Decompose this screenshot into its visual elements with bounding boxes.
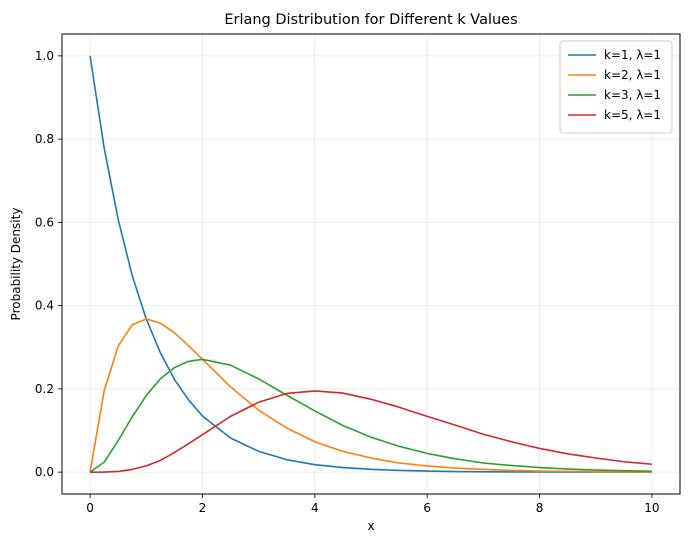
x-tick-label: 0 — [86, 501, 94, 515]
x-axis-ticks: 0 2 4 6 8 10 — [86, 494, 660, 515]
y-tick-label: 1.0 — [35, 49, 54, 63]
x-tick-label: 8 — [536, 501, 544, 515]
y-tick-label: 0.2 — [35, 382, 54, 396]
x-tick-label: 10 — [644, 501, 659, 515]
series-line-4 — [90, 390, 652, 473]
y-tick-label: 0.0 — [35, 465, 54, 479]
chart-title: Erlang Distribution for Different k Valu… — [224, 12, 517, 28]
legend-label: k=5, λ=1 — [604, 108, 661, 122]
y-axis-ticks: 0.0 0.2 0.4 0.6 0.8 1.0 — [35, 49, 62, 479]
legend-label: k=3, λ=1 — [604, 88, 661, 102]
x-tick-label: 6 — [423, 501, 431, 515]
legend-box — [559, 40, 673, 134]
y-axis-label: Probability Density — [9, 208, 23, 321]
y-tick-label: 0.4 — [35, 299, 54, 313]
plot-frame — [61, 33, 681, 495]
series-line-3 — [89, 358, 652, 473]
legend-label: k=1, λ=1 — [604, 48, 661, 62]
x-tick-label: 2 — [199, 501, 207, 515]
x-tick-label: 4 — [311, 501, 319, 515]
y-tick-label: 0.8 — [35, 132, 54, 146]
series-lines — [89, 55, 652, 473]
x-axis-label: x — [367, 519, 374, 533]
legend: k=1, λ=1 k=2, λ=1 k=3, λ=1 k=5, λ=1 — [559, 40, 673, 134]
y-tick-label: 0.6 — [35, 215, 54, 229]
series-line-2 — [89, 318, 652, 473]
legend-label: k=2, λ=1 — [604, 68, 661, 82]
